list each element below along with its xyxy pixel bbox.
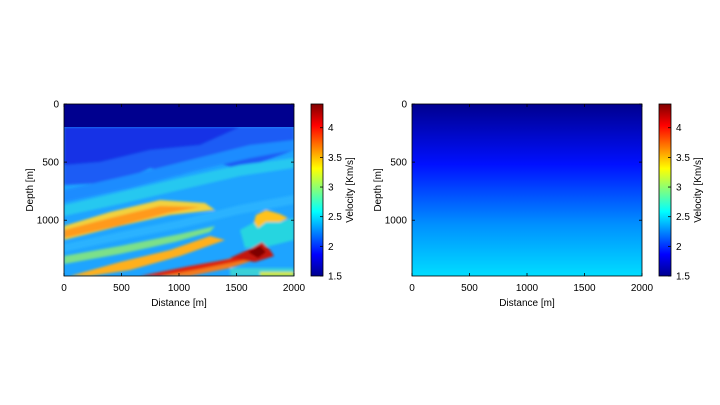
high-velocity-body [248, 246, 266, 258]
gradient-fill [412, 104, 642, 276]
x-tick-label: 500 [461, 283, 478, 294]
colorbar-tick-label: 2.5 [328, 212, 342, 223]
colorbar: 1.5 2 2.5 3 3.5 4 Velocity [Km/s] [658, 103, 704, 283]
y-axis-label: Depth [m] [373, 168, 384, 212]
true-model-heatmap [64, 104, 294, 276]
layer-band [240, 218, 294, 248]
x-tick-label: 0 [409, 283, 415, 294]
colorbar-tick-label: 1.5 [328, 272, 342, 283]
colorbar-tick-label: 2 [676, 242, 682, 253]
x-tick-label: 1500 [225, 283, 248, 294]
layer-band [64, 158, 294, 216]
high-velocity-body [140, 258, 245, 276]
colorbar-label: Velocity [Km/s] [693, 157, 704, 223]
y-axis-label: Depth [m] [25, 168, 36, 212]
high-velocity-body [254, 210, 288, 228]
y-tick-label: 500 [390, 158, 407, 169]
y-tick-label: 1000 [37, 216, 60, 227]
low-velocity-layer-dark [64, 127, 240, 165]
x-tick-label: 0 [61, 283, 67, 294]
layer-band [70, 236, 225, 276]
bottom-layer [260, 272, 294, 276]
colorbar-ticks: 1.5 2 2.5 3 3.5 4 [668, 123, 690, 283]
x-tick-label: 2000 [283, 283, 306, 294]
y-tick-label: 1000 [385, 216, 408, 227]
x-tick-label: 1000 [168, 283, 191, 294]
x-tick-label: 1000 [516, 283, 539, 294]
y-tick-label: 0 [53, 100, 59, 111]
colorbar-ticks: 1.5 2 2.5 3 3.5 4 [320, 123, 342, 283]
colorbar-tick-label: 4 [328, 123, 334, 134]
colorbar-tick-label: 3 [676, 183, 682, 194]
layer-band [64, 206, 200, 238]
x-tick-label: 1500 [573, 283, 596, 294]
x-axis-label: Distance [m] [499, 298, 555, 309]
x-tick-label: 2000 [631, 283, 654, 294]
y-tick-label: 0 [401, 100, 407, 111]
axes: 0 500 1000 1500 2000 0 500 1000 [37, 100, 306, 295]
colorbar-tick-label: 3.5 [676, 153, 690, 164]
x-tick-label: 500 [113, 283, 130, 294]
colorbar-gradient [658, 103, 672, 277]
initial-model-heatmap [412, 104, 642, 276]
x-axis-label: Distance [m] [151, 298, 207, 309]
colorbar-label: Velocity [Km/s] [345, 157, 356, 223]
water-layer [64, 104, 294, 127]
colorbar-tick-label: 4 [676, 123, 682, 134]
layer-band [64, 195, 294, 252]
y-tick-label: 500 [42, 158, 59, 169]
layer-band [64, 226, 215, 264]
colorbar-tick-label: 1.5 [676, 272, 690, 283]
layer-band [64, 140, 294, 202]
colorbar-tick-label: 3 [328, 183, 334, 194]
true-model-panel: 0 500 1000 1500 2000 0 500 1000 1.5 2 2.5 3 3.5 4 Ve… [25, 100, 356, 310]
colorbar-tick-label: 2.5 [676, 212, 690, 223]
axes: 0 500 1000 1500 2000 0 500 1000 [385, 100, 654, 295]
initial-model-panel: 0 500 1000 1500 2000 0 500 1000 1.5 2 2.5 3 3.5 4 Ve… [373, 100, 704, 310]
colorbar-gradient [310, 103, 324, 277]
colorbar-tick-label: 3.5 [328, 153, 342, 164]
colorbar: 1.5 2 2.5 3 3.5 4 Velocity [Km/s] [310, 103, 356, 283]
colorbar-tick-label: 2 [328, 242, 334, 253]
